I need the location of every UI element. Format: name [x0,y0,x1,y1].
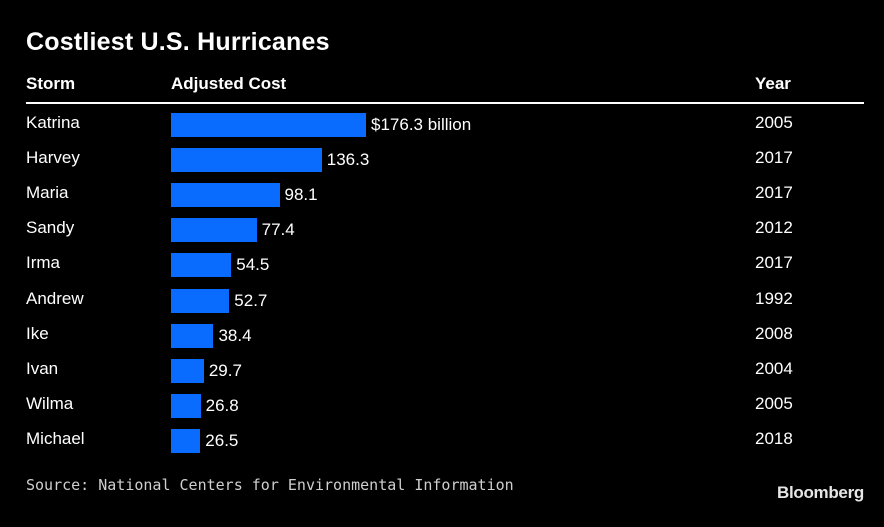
cost-bar [171,393,201,418]
cost-value-label: 38.4 [218,325,252,345]
storm-label: Wilma [26,393,74,413]
cost-column-header: Adjusted Cost [171,74,287,93]
year-label: 2005 [755,393,793,413]
year-column-header: Year [755,74,791,93]
cost-value-label: $176.3 billion [371,115,472,134]
cost-bar [171,253,232,278]
cost-bar [171,428,201,453]
cost-value-label: 98.1 [284,185,318,205]
storm-label: Michael [26,428,85,448]
chart-title: Costliest U.S. Hurricanes [26,28,330,56]
source-note: Source: National Centers for Environment… [26,476,514,494]
year-label: 2005 [755,113,793,132]
cost-value-label: 54.5 [236,255,270,275]
year-label: 1992 [755,288,793,308]
storm-label: Harvey [26,148,80,168]
cost-value-label: 77.4 [261,220,295,240]
cost-bar [171,358,204,383]
storm-label: Katrina [26,113,80,132]
storm-label: Sandy [26,218,75,238]
cost-bar [171,218,257,243]
storm-column-header: Storm [26,74,76,93]
cost-bar [171,323,214,348]
year-label: 2017 [755,183,793,203]
storm-label: Ivan [26,358,59,378]
cost-bar [171,183,280,208]
storm-label: Maria [26,183,69,203]
cost-bar [171,288,230,313]
cost-value-label: 136.3 [326,150,370,170]
year-label: 2012 [755,218,793,238]
storm-label: Andrew [26,288,84,308]
year-label: 2018 [755,428,793,448]
storm-label: Ike [26,323,49,343]
cost-value-label: 52.7 [234,290,268,310]
year-label: 2017 [755,148,793,168]
year-label: 2004 [755,358,793,378]
year-label: 2008 [755,323,793,343]
header-rule [26,102,864,104]
cost-value-label: 26.8 [205,395,239,415]
bloomberg-logo: Bloomberg [776,483,864,502]
cost-bar [171,113,366,137]
cost-value-label: 29.7 [208,360,242,380]
cost-value-label: 26.5 [205,430,239,450]
storm-label: Irma [26,253,60,273]
cost-bar [171,148,322,173]
year-label: 2017 [755,253,793,273]
